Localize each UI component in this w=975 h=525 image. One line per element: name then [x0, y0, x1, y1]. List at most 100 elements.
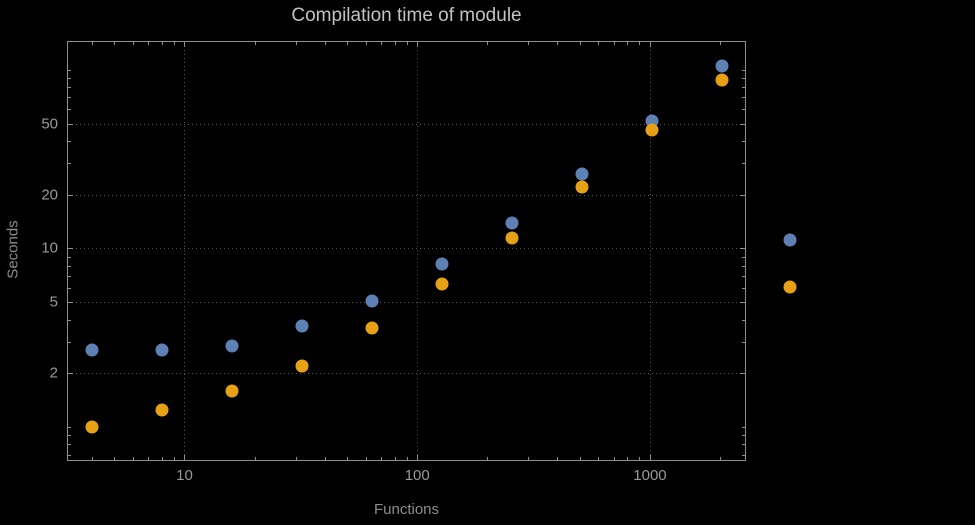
grid-line-horizontal: [68, 302, 745, 304]
grid-line-horizontal: [68, 123, 745, 125]
y-minor-tick: [742, 288, 745, 290]
y-minor-tick: [742, 276, 745, 278]
data-point-series-1: [155, 343, 169, 357]
y-minor-tick: [742, 140, 745, 142]
x-minor-tick: [324, 457, 326, 460]
x-major-tick: [184, 42, 186, 47]
y-minor-tick: [68, 87, 71, 89]
x-minor-tick: [148, 457, 150, 460]
data-point-series-2: [365, 321, 379, 335]
x-tick-label: 10: [176, 467, 193, 484]
y-major-tick: [68, 302, 73, 304]
x-minor-tick: [347, 457, 349, 460]
x-minor-tick: [114, 42, 116, 45]
y-minor-tick: [68, 97, 71, 99]
chart-title: Compilation time of module: [291, 5, 522, 26]
x-minor-tick: [148, 42, 150, 45]
y-tick-label: 5: [49, 293, 58, 311]
x-minor-tick: [579, 457, 581, 460]
data-point-series-2: [225, 384, 239, 398]
x-major-tick: [184, 455, 186, 460]
x-minor-tick: [381, 42, 383, 45]
data-point-series-2: [505, 231, 519, 245]
x-minor-tick: [598, 457, 600, 460]
y-minor-tick: [68, 444, 71, 446]
grid-line-vertical: [417, 42, 419, 460]
grid-line-vertical: [649, 42, 651, 460]
data-point-series-1: [715, 59, 729, 73]
x-minor-tick: [528, 457, 530, 460]
y-minor-tick: [742, 77, 745, 79]
x-minor-tick: [324, 42, 326, 45]
y-minor-tick: [68, 163, 71, 165]
x-minor-tick: [132, 42, 134, 45]
grid-line-horizontal: [68, 194, 745, 196]
y-minor-tick: [742, 163, 745, 165]
y-minor-tick: [742, 427, 745, 429]
data-point-series-2: [645, 123, 659, 137]
x-minor-tick: [295, 42, 297, 45]
data-point-series-2: [575, 180, 589, 194]
x-minor-tick: [528, 42, 530, 45]
y-major-tick: [740, 194, 745, 196]
data-point-series-1: [435, 257, 449, 271]
x-minor-tick: [132, 457, 134, 460]
x-major-tick: [417, 42, 419, 47]
x-minor-tick: [487, 42, 489, 45]
y-major-tick: [740, 248, 745, 250]
x-minor-tick: [557, 42, 559, 45]
x-major-tick: [649, 42, 651, 47]
y-minor-tick: [68, 256, 71, 258]
y-minor-tick: [742, 87, 745, 89]
y-minor-tick: [68, 265, 71, 267]
data-point-series-1: [365, 294, 379, 308]
x-minor-tick: [114, 457, 116, 460]
x-minor-tick: [639, 42, 641, 45]
data-point-series-2: [295, 359, 309, 373]
data-point-series-1: [85, 343, 99, 357]
grid-line-horizontal: [68, 373, 745, 375]
y-minor-tick: [68, 77, 71, 79]
x-minor-tick: [579, 42, 581, 45]
x-tick-label: 1000: [633, 467, 667, 484]
grid-line-horizontal: [68, 248, 745, 250]
y-minor-tick: [68, 341, 71, 343]
x-minor-tick: [613, 457, 615, 460]
x-minor-tick: [639, 457, 641, 460]
plot-area: [67, 41, 746, 461]
x-minor-tick: [173, 457, 175, 460]
data-point-series-2: [715, 73, 729, 87]
y-minor-tick: [742, 444, 745, 446]
x-minor-tick: [254, 457, 256, 460]
x-minor-tick: [394, 42, 396, 45]
data-point-series-1: [505, 216, 519, 230]
x-minor-tick: [381, 457, 383, 460]
x-minor-tick: [161, 42, 163, 45]
grid-line-vertical: [184, 42, 186, 460]
y-tick-label: 10: [41, 239, 58, 257]
x-minor-tick: [406, 457, 408, 460]
x-minor-tick: [173, 42, 175, 45]
x-minor-tick: [347, 42, 349, 45]
data-point-series-2: [85, 420, 99, 434]
y-major-tick: [740, 302, 745, 304]
x-minor-tick: [406, 42, 408, 45]
data-point-series-1: [295, 319, 309, 333]
y-minor-tick: [68, 288, 71, 290]
y-minor-tick: [68, 427, 71, 429]
y-tick-label: 50: [41, 115, 58, 133]
x-minor-tick: [557, 457, 559, 460]
x-minor-tick: [394, 457, 396, 460]
y-minor-tick: [742, 256, 745, 258]
data-point-series-1: [575, 167, 589, 181]
y-minor-tick: [68, 435, 71, 437]
x-minor-tick: [627, 457, 629, 460]
x-minor-tick: [365, 457, 367, 460]
y-minor-tick: [742, 97, 745, 99]
x-tick-label: 100: [404, 467, 430, 484]
y-minor-tick: [742, 341, 745, 343]
x-minor-tick: [254, 42, 256, 45]
data-point-series-1: [225, 339, 239, 353]
y-minor-tick: [742, 435, 745, 437]
